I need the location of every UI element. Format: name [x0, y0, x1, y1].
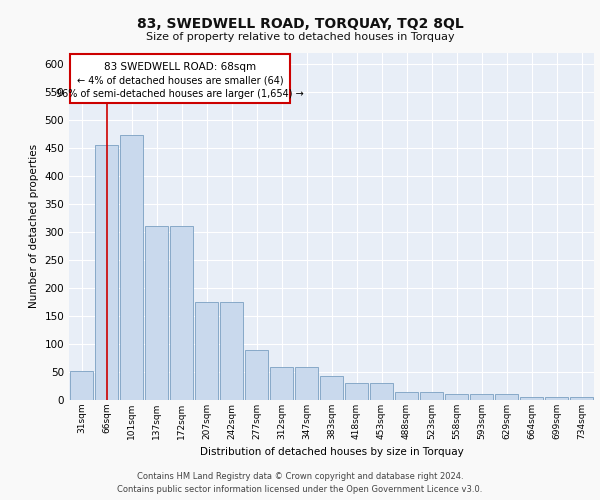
Bar	[195, 302, 218, 400]
Bar	[270, 367, 293, 400]
X-axis label: Distribution of detached houses by size in Torquay: Distribution of detached houses by size …	[200, 448, 463, 458]
Bar	[120, 136, 143, 400]
FancyBboxPatch shape	[70, 54, 290, 103]
Text: 83, SWEDWELL ROAD, TORQUAY, TQ2 8QL: 83, SWEDWELL ROAD, TORQUAY, TQ2 8QL	[137, 18, 463, 32]
Bar	[70, 371, 93, 400]
Bar	[520, 397, 543, 400]
Bar	[445, 394, 468, 400]
Bar	[145, 226, 168, 400]
Bar	[320, 376, 343, 400]
Bar	[470, 394, 493, 400]
Bar	[295, 367, 318, 400]
Bar	[420, 392, 443, 400]
Bar	[395, 392, 418, 400]
Bar	[370, 383, 393, 400]
Bar	[545, 397, 568, 400]
Text: Size of property relative to detached houses in Torquay: Size of property relative to detached ho…	[146, 32, 454, 42]
Text: ← 4% of detached houses are smaller (64): ← 4% of detached houses are smaller (64)	[77, 76, 284, 86]
Bar	[95, 145, 118, 400]
Bar	[170, 226, 193, 400]
Bar	[245, 350, 268, 400]
Bar	[220, 302, 243, 400]
Text: Contains HM Land Registry data © Crown copyright and database right 2024.
Contai: Contains HM Land Registry data © Crown c…	[118, 472, 482, 494]
Text: 83 SWEDWELL ROAD: 68sqm: 83 SWEDWELL ROAD: 68sqm	[104, 62, 256, 72]
Bar	[495, 394, 518, 400]
Y-axis label: Number of detached properties: Number of detached properties	[29, 144, 39, 308]
Bar	[345, 382, 368, 400]
Text: 96% of semi-detached houses are larger (1,654) →: 96% of semi-detached houses are larger (…	[56, 89, 304, 99]
Bar	[570, 397, 593, 400]
